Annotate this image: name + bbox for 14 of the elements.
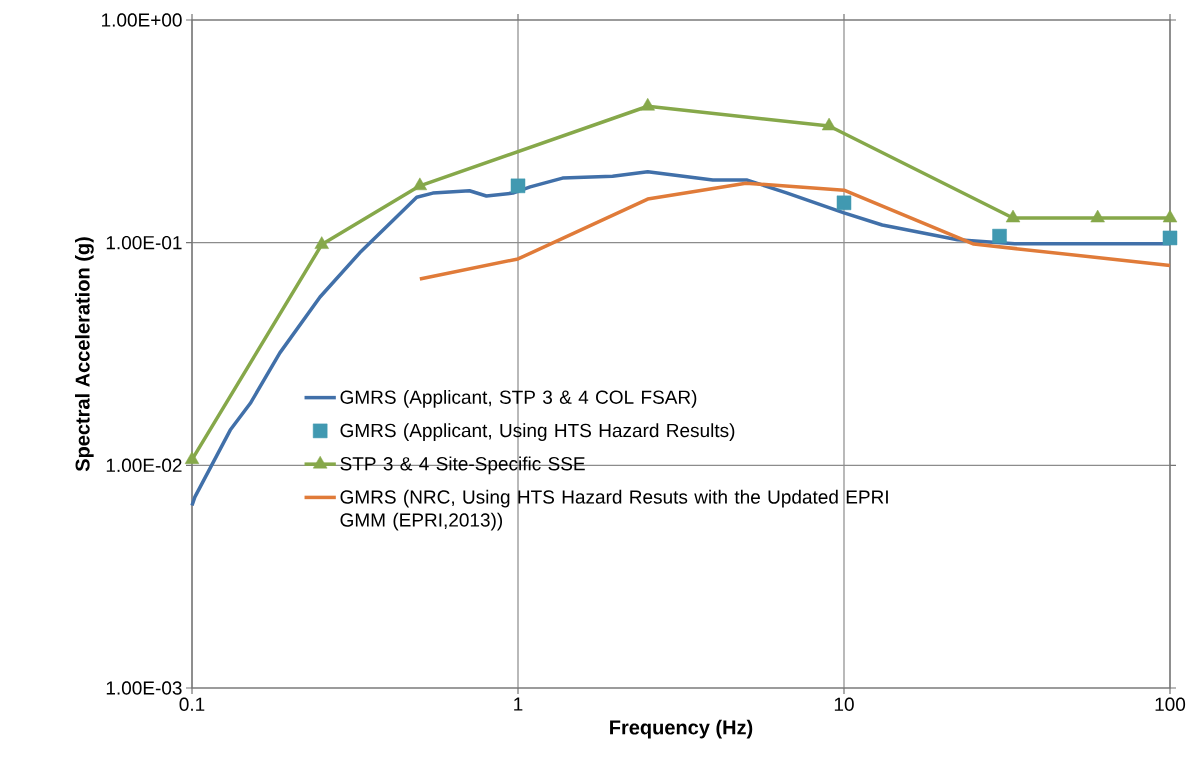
x-tick-label: 100 bbox=[1155, 697, 1186, 711]
x-tick-label: 1 bbox=[514, 697, 523, 711]
legend-label: STP 3 & 4 Site-Specific SSE bbox=[340, 456, 585, 475]
y-tick-label: 1.00E-03 bbox=[106, 681, 182, 695]
x-axis-title: Frequency (Hz) bbox=[610, 719, 753, 739]
y-tick-label: 1.00E+00 bbox=[102, 13, 182, 27]
y-tick-label: 1.00E-01 bbox=[106, 235, 182, 250]
x-tick-label: 10 bbox=[834, 697, 854, 711]
legend-label: GMRS (Applicant, Using HTS Hazard Results) bbox=[340, 423, 735, 441]
legend-label: GMRS (NRC, Using HTS Hazard Resuts with the Updated EPRI GMM (EPRI,2013)) bbox=[340, 489, 888, 531]
legend-label: GMRS (Applicant, STP 3 & 4 COL FSAR) bbox=[340, 389, 697, 408]
x-tick-label: 0.1 bbox=[179, 697, 205, 711]
y-axis-title: Spectral Acceleration (g) bbox=[74, 237, 94, 472]
y-tick-label: 1.00E-02 bbox=[106, 458, 182, 473]
